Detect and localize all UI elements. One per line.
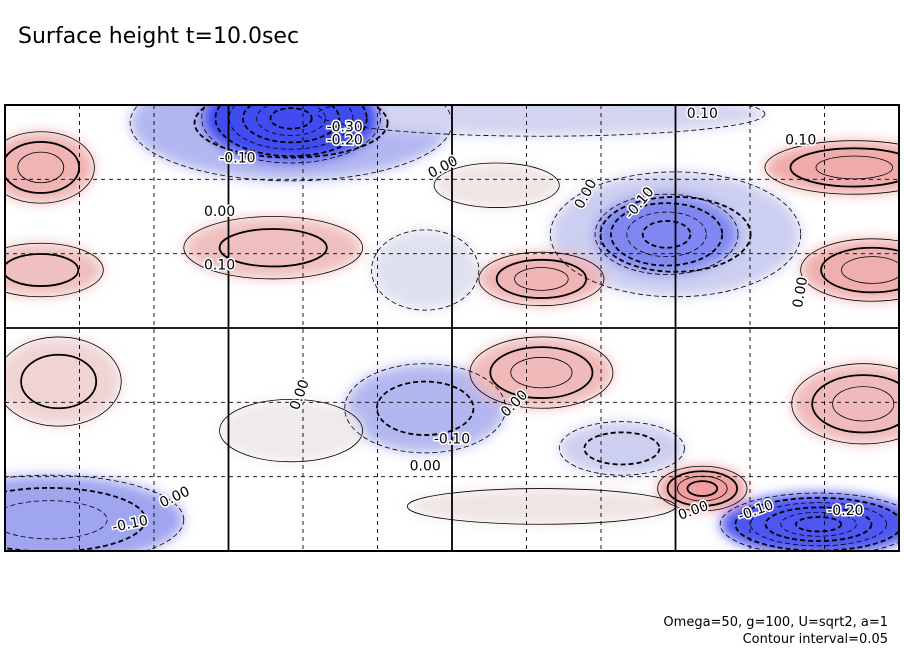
contour-line xyxy=(5,487,147,551)
region-fill xyxy=(5,475,184,551)
contour-line xyxy=(214,105,368,158)
chart-title: Surface height t=10.0sec xyxy=(18,24,300,49)
contour-line xyxy=(764,140,899,195)
contour-label: -0.10 xyxy=(219,151,255,167)
model-parameters: Omega=50, g=100, U=sqrt2, a=1 xyxy=(663,615,888,630)
region-fill xyxy=(559,421,685,476)
contour-line xyxy=(17,151,65,184)
contour-line xyxy=(514,267,569,291)
region-fill xyxy=(407,488,676,525)
contour-label: 0.00 xyxy=(204,204,235,220)
contour-line xyxy=(811,374,899,434)
contour-line xyxy=(20,353,98,410)
contour-line xyxy=(5,131,95,204)
contour-label: 0.10 xyxy=(687,106,718,122)
region-fill xyxy=(5,243,104,297)
contour-line xyxy=(5,336,122,427)
region-fill xyxy=(791,363,899,444)
contour-label: 0.10 xyxy=(204,258,235,274)
contour-line xyxy=(610,202,724,267)
contour-line xyxy=(269,107,313,130)
contour-label: -0.10 xyxy=(434,432,470,448)
model-annotation: Omega=50, g=100, U=sqrt2, a=1 Contour in… xyxy=(663,614,888,648)
contour-line xyxy=(5,500,108,540)
contour-line xyxy=(657,465,748,512)
contour-label: -0.20 xyxy=(327,133,363,149)
contour-line xyxy=(820,246,899,294)
contour-line xyxy=(794,516,843,533)
region-fill xyxy=(657,466,748,511)
contour-line xyxy=(583,431,661,466)
contour-line xyxy=(228,105,354,150)
contour-line xyxy=(5,474,185,551)
contour-line xyxy=(719,492,899,551)
region-fill xyxy=(371,229,479,311)
contour-line xyxy=(800,238,899,302)
contour-line xyxy=(5,242,104,298)
contour-line xyxy=(183,216,364,280)
contour-line xyxy=(371,229,480,311)
contour-line xyxy=(626,211,707,258)
contour-line xyxy=(489,346,594,399)
contour-interval-note: Contour interval=0.05 xyxy=(742,632,888,647)
contour-line xyxy=(750,502,888,547)
region-fill xyxy=(344,363,506,453)
contour-line xyxy=(218,228,328,268)
region-fill xyxy=(5,336,122,427)
region-fill xyxy=(800,238,899,302)
region-fill xyxy=(595,194,739,275)
contour-line xyxy=(201,105,381,164)
contour-label: 0.10 xyxy=(785,133,816,149)
contour-line xyxy=(5,141,80,194)
contour-line xyxy=(780,511,857,537)
plot-frame xyxy=(4,104,900,552)
contour-label: 0.00 xyxy=(287,378,313,413)
contour-line xyxy=(376,380,475,436)
contour-line xyxy=(495,258,588,299)
contour-line xyxy=(594,193,739,275)
contour-line xyxy=(193,105,389,159)
contour-line xyxy=(789,147,899,188)
contour-line xyxy=(686,480,719,497)
region-fill xyxy=(764,140,899,195)
contour-line xyxy=(256,105,326,136)
contour-label: 0.00 xyxy=(410,458,441,474)
contour-line xyxy=(433,162,560,208)
contour-line xyxy=(764,506,873,542)
contour-line xyxy=(791,363,899,445)
contour-line xyxy=(469,336,614,409)
region-fill xyxy=(5,131,95,204)
contour-line xyxy=(558,421,685,476)
contour-line xyxy=(242,105,341,144)
region-fill xyxy=(317,105,765,137)
contour-line xyxy=(510,356,573,389)
contour-line xyxy=(641,220,692,249)
lat-lon-grid xyxy=(5,105,899,551)
contour-line xyxy=(478,251,605,307)
contour-line xyxy=(832,386,895,422)
contour-line xyxy=(317,105,766,137)
region-fill xyxy=(219,399,363,462)
contour-line xyxy=(841,256,899,284)
contour-label: -0.30 xyxy=(327,119,363,135)
contour-label: -0.20 xyxy=(827,503,863,519)
contour-line xyxy=(677,475,728,502)
contour-line xyxy=(344,363,507,454)
region-fill xyxy=(434,162,560,208)
contour-line xyxy=(666,470,738,507)
contour-line xyxy=(219,398,363,463)
region-fill xyxy=(720,493,899,551)
